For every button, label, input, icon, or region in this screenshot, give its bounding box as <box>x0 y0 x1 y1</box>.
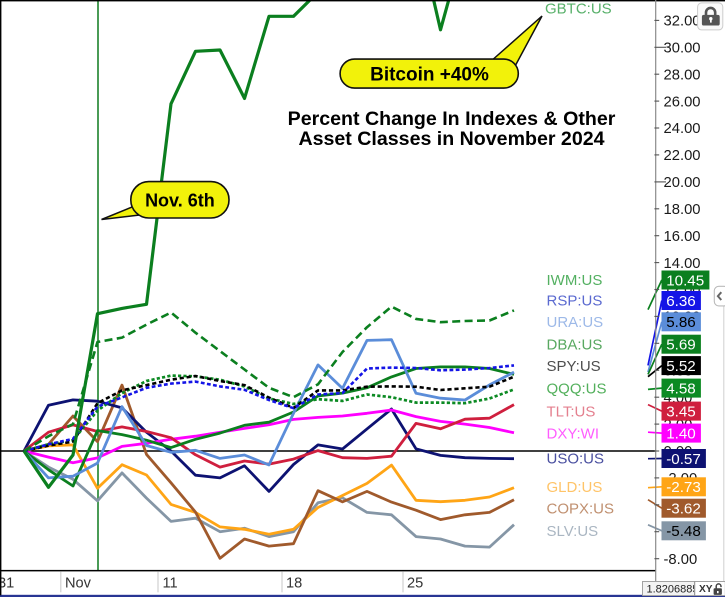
svg-text:QQQ:US: QQQ:US <box>547 380 607 397</box>
svg-text:32.00: 32.00 <box>664 14 701 30</box>
svg-text:DBA:US: DBA:US <box>547 336 603 353</box>
svg-text:-0.57: -0.57 <box>666 451 701 468</box>
svg-text:RSP:US: RSP:US <box>547 293 603 310</box>
svg-text:3.45: 3.45 <box>666 403 696 420</box>
svg-text:1.8206885: 1.8206885 <box>647 583 699 595</box>
svg-text:Bitcoin +40%: Bitcoin +40% <box>370 64 489 85</box>
svg-text:SPY:US: SPY:US <box>547 358 601 375</box>
svg-text:10.45: 10.45 <box>666 272 704 289</box>
svg-text:1.40: 1.40 <box>666 425 696 442</box>
svg-text:GLD:US: GLD:US <box>547 479 603 496</box>
svg-text:25: 25 <box>407 575 423 591</box>
svg-text:Nov. 6th: Nov. 6th <box>145 190 215 210</box>
svg-text:30.00: 30.00 <box>664 41 701 57</box>
svg-text:Nov: Nov <box>65 575 92 591</box>
svg-text:IWM:US: IWM:US <box>547 272 603 289</box>
svg-text:20.00: 20.00 <box>664 175 701 191</box>
svg-text:TLT:US: TLT:US <box>547 403 596 420</box>
svg-text:SLV:US: SLV:US <box>547 523 599 540</box>
svg-text:Percent Change In Indexes & Ot: Percent Change In Indexes & Other <box>288 108 616 130</box>
svg-text:-3.62: -3.62 <box>666 501 701 518</box>
svg-text:18: 18 <box>286 575 302 591</box>
svg-text:-8.00: -8.00 <box>664 552 698 568</box>
svg-text:26.00: 26.00 <box>664 94 701 110</box>
svg-text:DXY:WI: DXY:WI <box>547 425 600 442</box>
svg-text:22.00: 22.00 <box>664 148 701 164</box>
svg-text:11: 11 <box>163 575 178 591</box>
svg-text:XY: XY <box>699 584 713 595</box>
svg-text:5.86: 5.86 <box>666 314 696 331</box>
svg-text:18.00: 18.00 <box>664 202 701 218</box>
svg-text:USO:US: USO:US <box>547 451 605 468</box>
svg-text:6.36: 6.36 <box>666 293 696 310</box>
svg-text:31: 31 <box>0 575 14 591</box>
svg-text:5.52: 5.52 <box>666 358 696 375</box>
svg-text:COPX:US: COPX:US <box>547 500 615 517</box>
svg-text:24.00: 24.00 <box>664 121 701 137</box>
svg-text:4.58: 4.58 <box>666 380 696 397</box>
svg-text:28.00: 28.00 <box>664 67 701 83</box>
svg-text:Asset Classes in November 2024: Asset Classes in November 2024 <box>298 128 604 150</box>
svg-text:GBTC:US: GBTC:US <box>545 1 612 18</box>
svg-text:URA:US: URA:US <box>547 314 604 331</box>
svg-text:14.00: 14.00 <box>664 256 701 272</box>
svg-text:-2.73: -2.73 <box>666 479 701 496</box>
svg-text:5.69: 5.69 <box>666 337 696 354</box>
svg-text:-5.48: -5.48 <box>666 523 701 540</box>
svg-text:16.00: 16.00 <box>664 229 701 245</box>
